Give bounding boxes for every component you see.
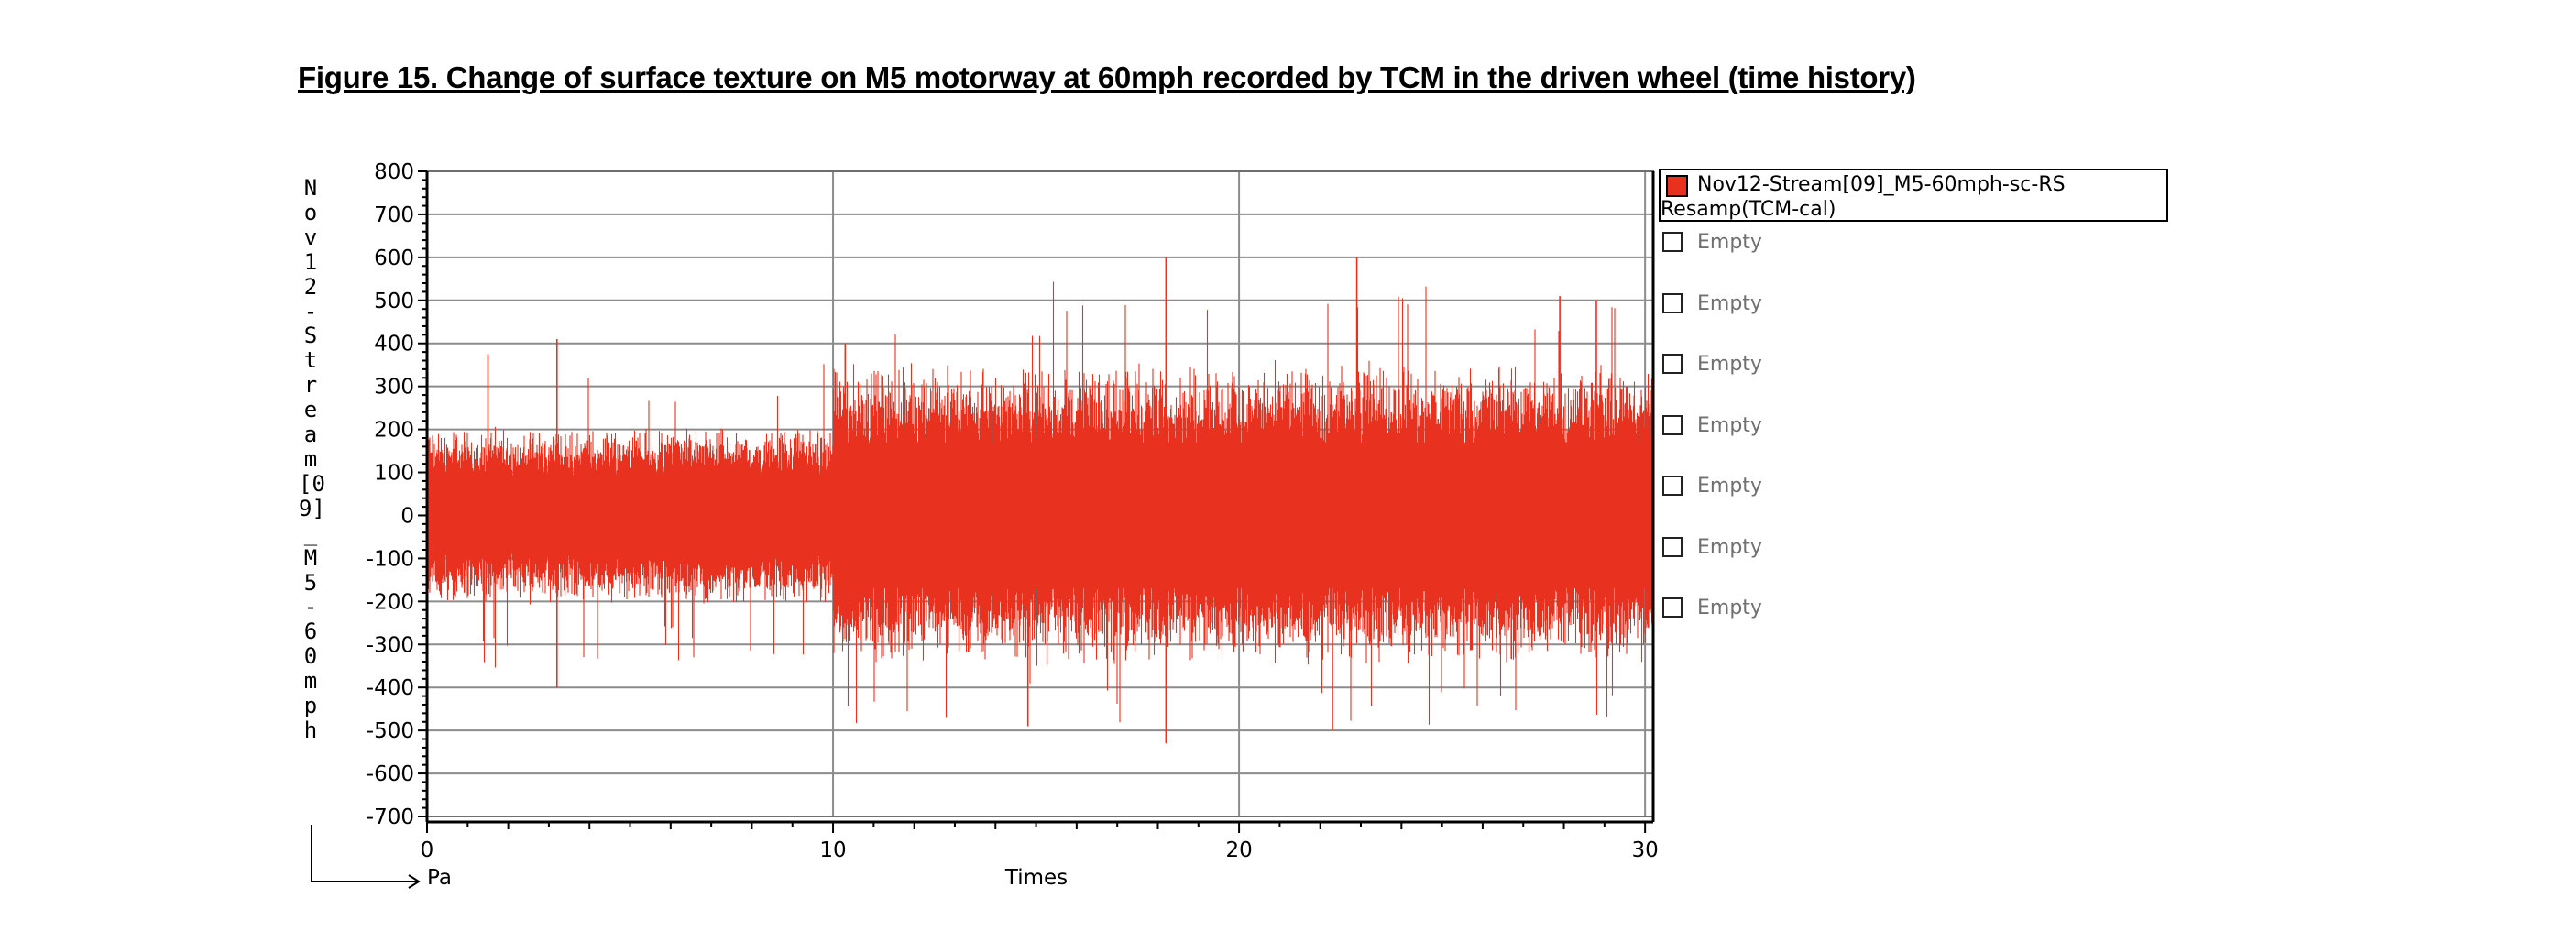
legend-label: Empty <box>1697 291 1762 315</box>
legend-item-empty[interactable]: Empty <box>1659 353 1842 380</box>
legend-checkbox[interactable] <box>1662 292 1683 313</box>
legend-checkbox[interactable] <box>1662 597 1683 618</box>
legend-label: Empty <box>1697 597 1762 619</box>
x-tick-label: 20 <box>1225 838 1252 862</box>
y-tick-label: 700 <box>374 203 414 227</box>
y-tick-label: -500 <box>367 719 414 743</box>
legend-checkbox[interactable] <box>1662 354 1683 374</box>
y-tick-label: -400 <box>367 676 414 700</box>
y-tick-label: 200 <box>374 419 414 443</box>
y-tick-label: -200 <box>367 590 414 614</box>
y-tick-label: 500 <box>374 290 414 313</box>
legend-item-empty[interactable]: Empty <box>1659 536 1842 564</box>
y-tick-label: -300 <box>367 633 414 657</box>
legend-label: Empty <box>1697 413 1762 437</box>
y-axis-label: Nov12-Stream[09]_M5-60mph <box>299 175 325 743</box>
legend-item-empty[interactable]: Empty <box>1659 597 1842 624</box>
y-tick-label: -600 <box>367 762 414 786</box>
legend-label: Empty <box>1697 353 1762 376</box>
legend-label: Empty <box>1697 475 1762 498</box>
x-tick-label: 0 <box>421 838 434 862</box>
legend-swatch[interactable] <box>1666 175 1688 197</box>
x-tick-label: 10 <box>819 838 846 862</box>
legend-item-empty[interactable]: Empty <box>1659 231 1842 258</box>
legend-item-active[interactable]: Nov12-Stream[09]_M5-60mph-sc-RS Resamp(T… <box>1659 169 2168 222</box>
legend-item-empty[interactable]: Empty <box>1659 414 1842 442</box>
legend-label: Empty <box>1697 231 1762 254</box>
figure-title: Figure 15. Change of surface texture on … <box>298 60 1916 94</box>
x-unit-label: Pa <box>427 866 452 890</box>
x-axis-label: Times <box>1004 866 1068 890</box>
legend-label: Empty <box>1697 535 1762 559</box>
legend-item-empty[interactable]: Empty <box>1659 475 1842 502</box>
data-series <box>427 257 1653 744</box>
y-tick-label: 100 <box>374 462 414 486</box>
legend-label: Nov12-Stream[09]_M5-60mph-sc-RS Resamp(T… <box>1661 173 2066 221</box>
y-tick-label: 400 <box>374 333 414 356</box>
y-tick-label: 800 <box>374 160 414 184</box>
y-tick-label: -700 <box>367 805 414 829</box>
y-tick-label: 0 <box>400 504 414 528</box>
signal-core-segment-1 <box>428 476 833 554</box>
axes <box>418 170 1655 833</box>
legend-checkbox[interactable] <box>1662 414 1683 435</box>
legend-checkbox[interactable] <box>1662 536 1683 557</box>
y-tick-label: -100 <box>367 547 414 571</box>
signal-core-segment-2 <box>834 442 1652 589</box>
legend-item-empty[interactable]: Empty <box>1659 292 1842 320</box>
y-tick-label: 600 <box>374 246 414 270</box>
legend-checkbox[interactable] <box>1662 476 1683 496</box>
legend-checkbox[interactable] <box>1662 232 1683 252</box>
y-tick-label: 300 <box>374 376 414 400</box>
tick-labels: 8007006005004003002001000-100-200-300-40… <box>367 160 1659 890</box>
x-tick-label: 30 <box>1631 838 1658 862</box>
